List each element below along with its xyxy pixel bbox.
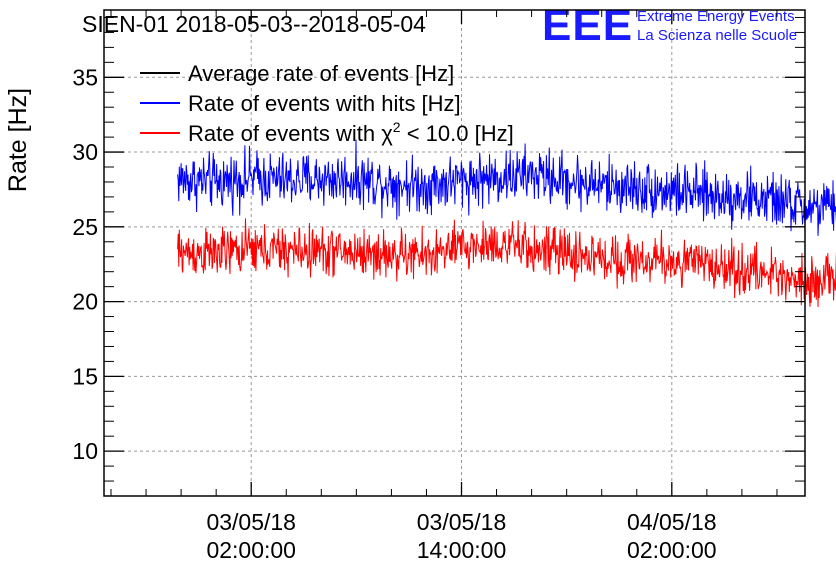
series-trace-chi2 xyxy=(177,218,836,308)
tick-layer xyxy=(104,10,805,497)
plot-frame xyxy=(103,9,806,497)
x-tick-label-date: 03/05/18 xyxy=(206,509,296,535)
y-tick-label: 20 xyxy=(72,289,98,315)
logo-line-2: La Scienza nelle Scuole xyxy=(637,27,797,44)
y-tick-label: 25 xyxy=(72,214,98,240)
x-tick-label-date: 03/05/18 xyxy=(417,509,507,535)
y-tick-labels: 10 15 20 25 30 35 xyxy=(72,64,98,464)
y-tick-label: 10 xyxy=(72,438,98,464)
legend: Average rate of events [Hz] Rate of even… xyxy=(140,61,514,146)
series-layer xyxy=(177,139,836,308)
series-trace-hits xyxy=(177,139,836,236)
logo-line-1: Extreme Energy Events xyxy=(637,8,795,25)
legend-label-chi2-pre: Rate of events with xyxy=(188,121,381,146)
legend-label-average: Average rate of events [Hz] xyxy=(188,61,454,86)
x-tick-label-time: 02:00:00 xyxy=(206,537,296,563)
eee-logo: EEE Extreme Energy Events La Scienza nel… xyxy=(542,1,797,50)
x-tick-label-time: 02:00:00 xyxy=(627,537,717,563)
chart-title: SIEN-01 2018-05-03--2018-05-04 xyxy=(82,11,426,37)
x-tick-label-time: 14:00:00 xyxy=(417,537,507,563)
y-axis-label: Rate [Hz] xyxy=(4,88,32,192)
legend-label-hits: Rate of events with hits [Hz] xyxy=(188,91,461,116)
legend-label-chi2: Rate of events with χ2 < 10.0 [Hz] xyxy=(188,119,514,146)
x-tick-label-date: 04/05/18 xyxy=(627,509,717,535)
eee-logo-mark: EEE xyxy=(542,1,633,50)
legend-label-chi2-post: < 10.0 [Hz] xyxy=(401,121,514,146)
y-tick-label: 15 xyxy=(72,363,98,389)
y-tick-label: 30 xyxy=(72,139,98,165)
chi-superscript: 2 xyxy=(393,119,401,135)
x-tick-labels: 03/05/1802:00:0003/05/1814:00:0004/05/18… xyxy=(206,509,717,563)
chi-symbol: χ xyxy=(381,121,393,146)
y-tick-label: 35 xyxy=(72,64,98,90)
